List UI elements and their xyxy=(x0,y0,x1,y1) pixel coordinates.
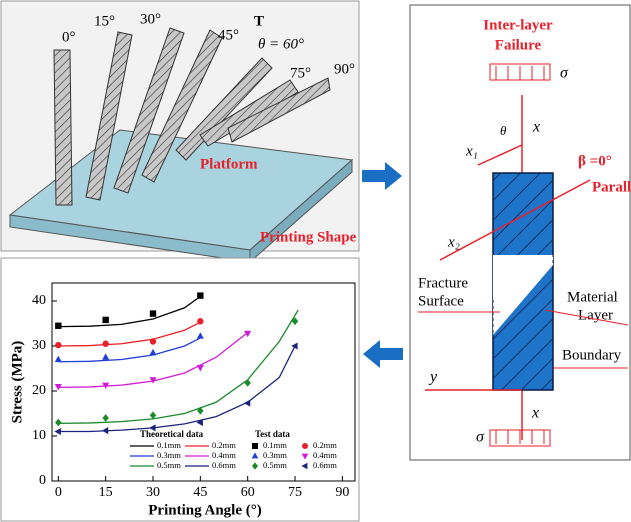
test-point xyxy=(150,310,156,316)
angle-label: 15° xyxy=(94,13,115,29)
test-point xyxy=(197,292,203,298)
legend-label: 0.3mm xyxy=(263,450,287,460)
legend-marker xyxy=(302,443,308,449)
failure-panel: Inter-layer Failure σ x θ x₁ β =0° Paral… xyxy=(410,5,631,460)
y-tick-label: 20 xyxy=(32,383,46,398)
legend-label: 0.4mm xyxy=(212,450,236,460)
legend-label: 0.2mm xyxy=(313,440,337,450)
axis-label: x₁ xyxy=(465,143,478,159)
x-tick-label: 0 xyxy=(55,485,62,500)
arrow-left xyxy=(363,340,403,368)
y-tick-label: 10 xyxy=(32,428,46,443)
panel-title: Inter-layer xyxy=(483,17,553,33)
y-axis-title: Stress (MPa) xyxy=(9,341,25,424)
figure: 0° 15° 30° 45° T θ = 60° 75° 90° Platfor… xyxy=(0,0,631,522)
theta-label: θ xyxy=(500,123,507,138)
axis-label: x₂ xyxy=(447,234,460,250)
panel-caption: Printing Shape xyxy=(260,229,357,245)
arrow-right xyxy=(362,162,402,190)
angle-label: 30° xyxy=(140,11,161,27)
x-tick-label: 90 xyxy=(335,485,349,500)
legend-label: 0.6mm xyxy=(212,460,236,470)
axis-label: x xyxy=(531,405,539,422)
sigma-label: σ xyxy=(476,429,485,446)
shape-panel: 0° 15° 30° 45° T θ = 60° 75° 90° Platfor… xyxy=(1,1,359,262)
legend-label: 0.6mm xyxy=(313,460,337,470)
x-tick-label: 15 xyxy=(99,485,113,500)
boundary-label: Boundary xyxy=(562,347,622,363)
test-point xyxy=(197,318,203,324)
panel-title: Failure xyxy=(495,37,542,53)
panel-frame xyxy=(1,258,359,521)
x-tick-label: 45 xyxy=(193,485,207,500)
x-tick-label: 60 xyxy=(241,485,255,500)
y-tick-label: 40 xyxy=(32,293,46,308)
angle-label: 75° xyxy=(290,65,311,81)
legend-label: 0.1mm xyxy=(157,440,181,450)
beta-label: β =0° xyxy=(578,153,612,169)
sigma-label: σ xyxy=(560,65,569,82)
angle-label: 0° xyxy=(62,29,76,45)
legend-label: 0.1mm xyxy=(263,440,287,450)
test-point xyxy=(55,323,61,329)
angle-label: T xyxy=(254,13,264,29)
fracture-label: Surface xyxy=(418,293,464,309)
angle-label: 45° xyxy=(218,27,239,43)
legend-label: 0.4mm xyxy=(313,450,337,460)
specimen xyxy=(54,50,72,205)
angle-label: 90° xyxy=(334,61,355,77)
angle-label: θ = 60° xyxy=(258,36,304,52)
legend-label: 0.5mm xyxy=(263,460,287,470)
legend-title: Theoretical data xyxy=(140,429,204,439)
y-tick-label: 30 xyxy=(32,338,46,353)
material-label: Material xyxy=(567,289,618,305)
legend-title: Test data xyxy=(255,429,290,439)
platform-label: Platform xyxy=(200,156,258,172)
legend-marker xyxy=(252,443,258,449)
x-tick-label: 30 xyxy=(146,485,160,500)
fracture-label: Fracture xyxy=(418,275,468,291)
test-point xyxy=(150,338,156,344)
y-tick-label: 0 xyxy=(39,473,46,488)
chart: Printing Angle (°) Stress (MPa) 0 15 30 45 6… xyxy=(1,258,359,521)
axis-label: y xyxy=(428,369,438,386)
test-point xyxy=(102,341,108,347)
parallel-label: Parallel xyxy=(592,179,631,195)
axis-label: x xyxy=(532,119,540,136)
x-axis-title: Printing Angle (°) xyxy=(148,502,262,518)
legend-label: 0.2mm xyxy=(212,440,236,450)
test-point xyxy=(102,317,108,323)
x-tick-label: 75 xyxy=(288,485,302,500)
test-point xyxy=(55,342,61,348)
legend-label: 0.5mm xyxy=(157,460,181,470)
legend-label: 0.3mm xyxy=(157,450,181,460)
